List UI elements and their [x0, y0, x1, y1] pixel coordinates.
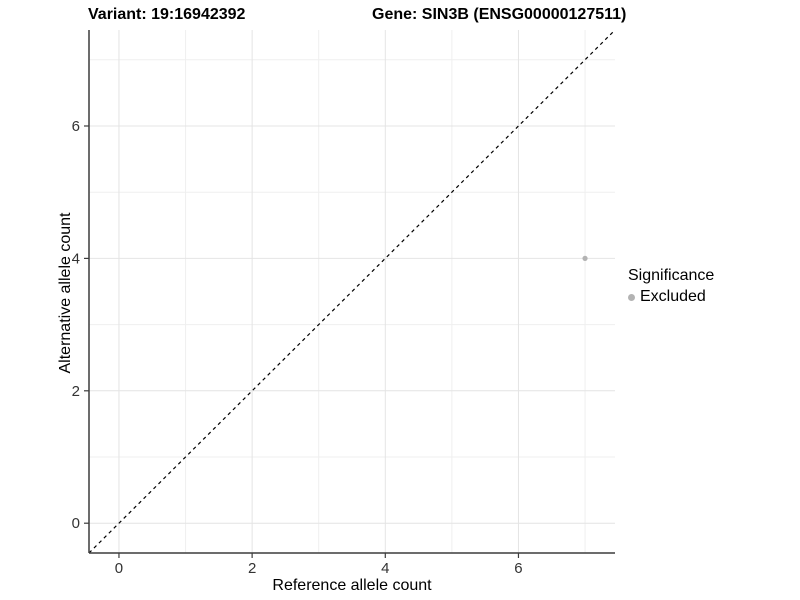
y-tick-label: 6: [72, 118, 80, 135]
legend-item-label: Excluded: [640, 288, 706, 305]
x-tick-label: 2: [248, 560, 256, 577]
y-tick-label: 0: [72, 515, 80, 532]
x-tick-label: 4: [381, 560, 389, 577]
legend: Significance Excluded: [628, 267, 714, 306]
variant-title: Variant: 19:16942392: [88, 6, 246, 23]
identity-line: [88, 29, 616, 554]
gene-title: Gene: SIN3B (ENSG00000127511): [372, 6, 627, 23]
legend-point-icon: [628, 293, 635, 301]
y-tick-label: 2: [72, 383, 80, 400]
x-tick-label: 6: [514, 560, 522, 577]
y-tick-label: 4: [72, 250, 80, 267]
x-tick-label: 0: [115, 560, 123, 577]
x-axis-title: Reference allele count: [272, 577, 432, 594]
y-axis-title: Alternative allele count: [57, 212, 74, 374]
legend-title: Significance: [628, 267, 715, 284]
legend-item-excluded: Excluded: [628, 288, 714, 306]
data-point: [582, 255, 588, 261]
